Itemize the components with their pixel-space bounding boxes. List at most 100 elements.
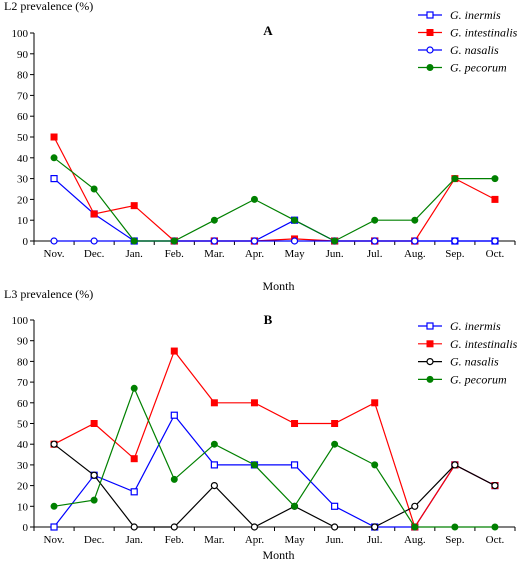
legend: G. inermis G. intestinalis G. nasalis G. pe… <box>418 319 518 386</box>
y-tick-label: 60 <box>17 398 29 410</box>
y-tick-label: 50 <box>17 419 29 431</box>
series-line <box>53 349 496 529</box>
data-point <box>250 461 258 469</box>
data-point <box>130 523 138 531</box>
legend-item: G. pecorum <box>418 61 507 75</box>
data-point <box>371 399 379 407</box>
series-g-intestinalis <box>50 133 499 245</box>
chart-panel-a: 0 10 20 30 40 50 60 70 80 90 100 Nov. Dec. Jan. Feb. Ma… <box>4 0 518 293</box>
legend-label: G. pecorum <box>450 372 507 386</box>
data-point <box>491 175 499 183</box>
data-point <box>291 420 299 427</box>
x-tick-label: Jan. <box>125 248 143 260</box>
x-tick-label: Jul. <box>367 248 383 260</box>
legend-label: G. nasalis <box>450 43 499 57</box>
x-tick-label: Apr. <box>245 248 265 260</box>
x-tick-label: Nov. <box>44 248 65 260</box>
y-tick-label: 10 <box>17 215 29 227</box>
data-point <box>170 523 178 531</box>
data-point <box>451 523 459 531</box>
x-tick-label: Mar. <box>204 534 225 546</box>
data-point <box>130 384 138 392</box>
data-point <box>210 237 218 245</box>
data-point <box>371 216 379 224</box>
y-tick-label: 100 <box>12 315 29 327</box>
data-point <box>291 502 299 510</box>
legend-item: G. inermis <box>418 8 501 22</box>
y-tick-label: 80 <box>17 356 29 368</box>
legend-item: G. pecorum <box>418 372 507 386</box>
x-tick-label: Oct. <box>486 248 505 260</box>
data-point <box>50 133 58 141</box>
data-point <box>411 502 419 510</box>
legend-marker <box>426 29 434 36</box>
legend-marker <box>426 46 434 54</box>
y-tick-label: 20 <box>17 481 29 493</box>
legend-item: G. inermis <box>418 319 501 333</box>
data-point <box>130 237 138 245</box>
legend-marker <box>426 322 434 330</box>
legend-label: G. inermis <box>450 319 501 333</box>
x-tick-label: Aug. <box>404 248 426 260</box>
data-point <box>50 237 58 245</box>
data-point <box>291 216 299 224</box>
data-point <box>210 399 218 407</box>
y-tick-label: 60 <box>17 111 29 123</box>
data-point <box>491 195 499 203</box>
data-point <box>331 523 339 531</box>
legend-label: G. nasalis <box>450 355 499 369</box>
y-tick-label: 90 <box>17 336 29 348</box>
legend: G. inermis G. intestinalis G. nasalis G. pe… <box>418 8 518 75</box>
data-point <box>210 482 218 490</box>
y-tick-label: 30 <box>17 460 29 472</box>
y-tick-label: 30 <box>17 174 29 186</box>
data-point <box>130 455 138 463</box>
data-point <box>371 461 379 469</box>
series-g-pecorum <box>50 154 499 245</box>
data-point <box>170 411 178 419</box>
data-point <box>90 237 98 245</box>
y-tick-label: 90 <box>17 49 29 61</box>
data-point <box>491 482 499 490</box>
x-tick-label: Sep. <box>445 248 465 260</box>
x-tick-label: Jun. <box>326 534 344 546</box>
data-point <box>210 461 218 469</box>
legend-item: G. nasalis <box>418 355 499 369</box>
y-axis-label: L2 prevalence (%) <box>4 0 93 13</box>
data-point <box>371 237 379 245</box>
series-g-pecorum <box>50 384 499 531</box>
x-tick-label: Aug. <box>404 534 426 546</box>
data-point <box>331 440 339 448</box>
data-point <box>331 237 339 245</box>
y-tick-label: 0 <box>23 522 29 534</box>
x-axis-label: Month <box>262 279 294 293</box>
x-tick-label: Jul. <box>367 534 383 546</box>
data-point <box>371 523 379 531</box>
panel-title: A <box>263 23 273 38</box>
series-line <box>53 136 496 242</box>
x-tick-label: Sep. <box>445 534 465 546</box>
x-tick-label: Oct. <box>486 534 505 546</box>
data-point <box>170 237 178 245</box>
series-line <box>53 157 495 242</box>
data-point <box>331 420 339 427</box>
data-point <box>50 502 58 510</box>
y-tick-label: 40 <box>17 439 29 451</box>
data-point <box>451 175 459 183</box>
x-tick-label: May <box>284 248 305 260</box>
x-tick-label: Nov. <box>44 534 65 546</box>
y-tick-label: 20 <box>17 194 29 206</box>
data-point <box>210 216 218 224</box>
legend-marker <box>426 340 434 348</box>
legend-label: G. pecorum <box>450 61 507 75</box>
series-g-intestinalis <box>50 347 499 531</box>
legend-item: G. intestinalis <box>418 337 518 351</box>
data-point <box>50 440 58 448</box>
data-point <box>290 461 299 469</box>
data-point <box>411 237 419 245</box>
x-tick-label: Dec. <box>84 534 105 546</box>
legend-marker <box>426 64 434 71</box>
x-tick-label: Jun. <box>326 248 344 260</box>
legend-marker <box>426 11 434 19</box>
legend-marker <box>426 375 434 383</box>
